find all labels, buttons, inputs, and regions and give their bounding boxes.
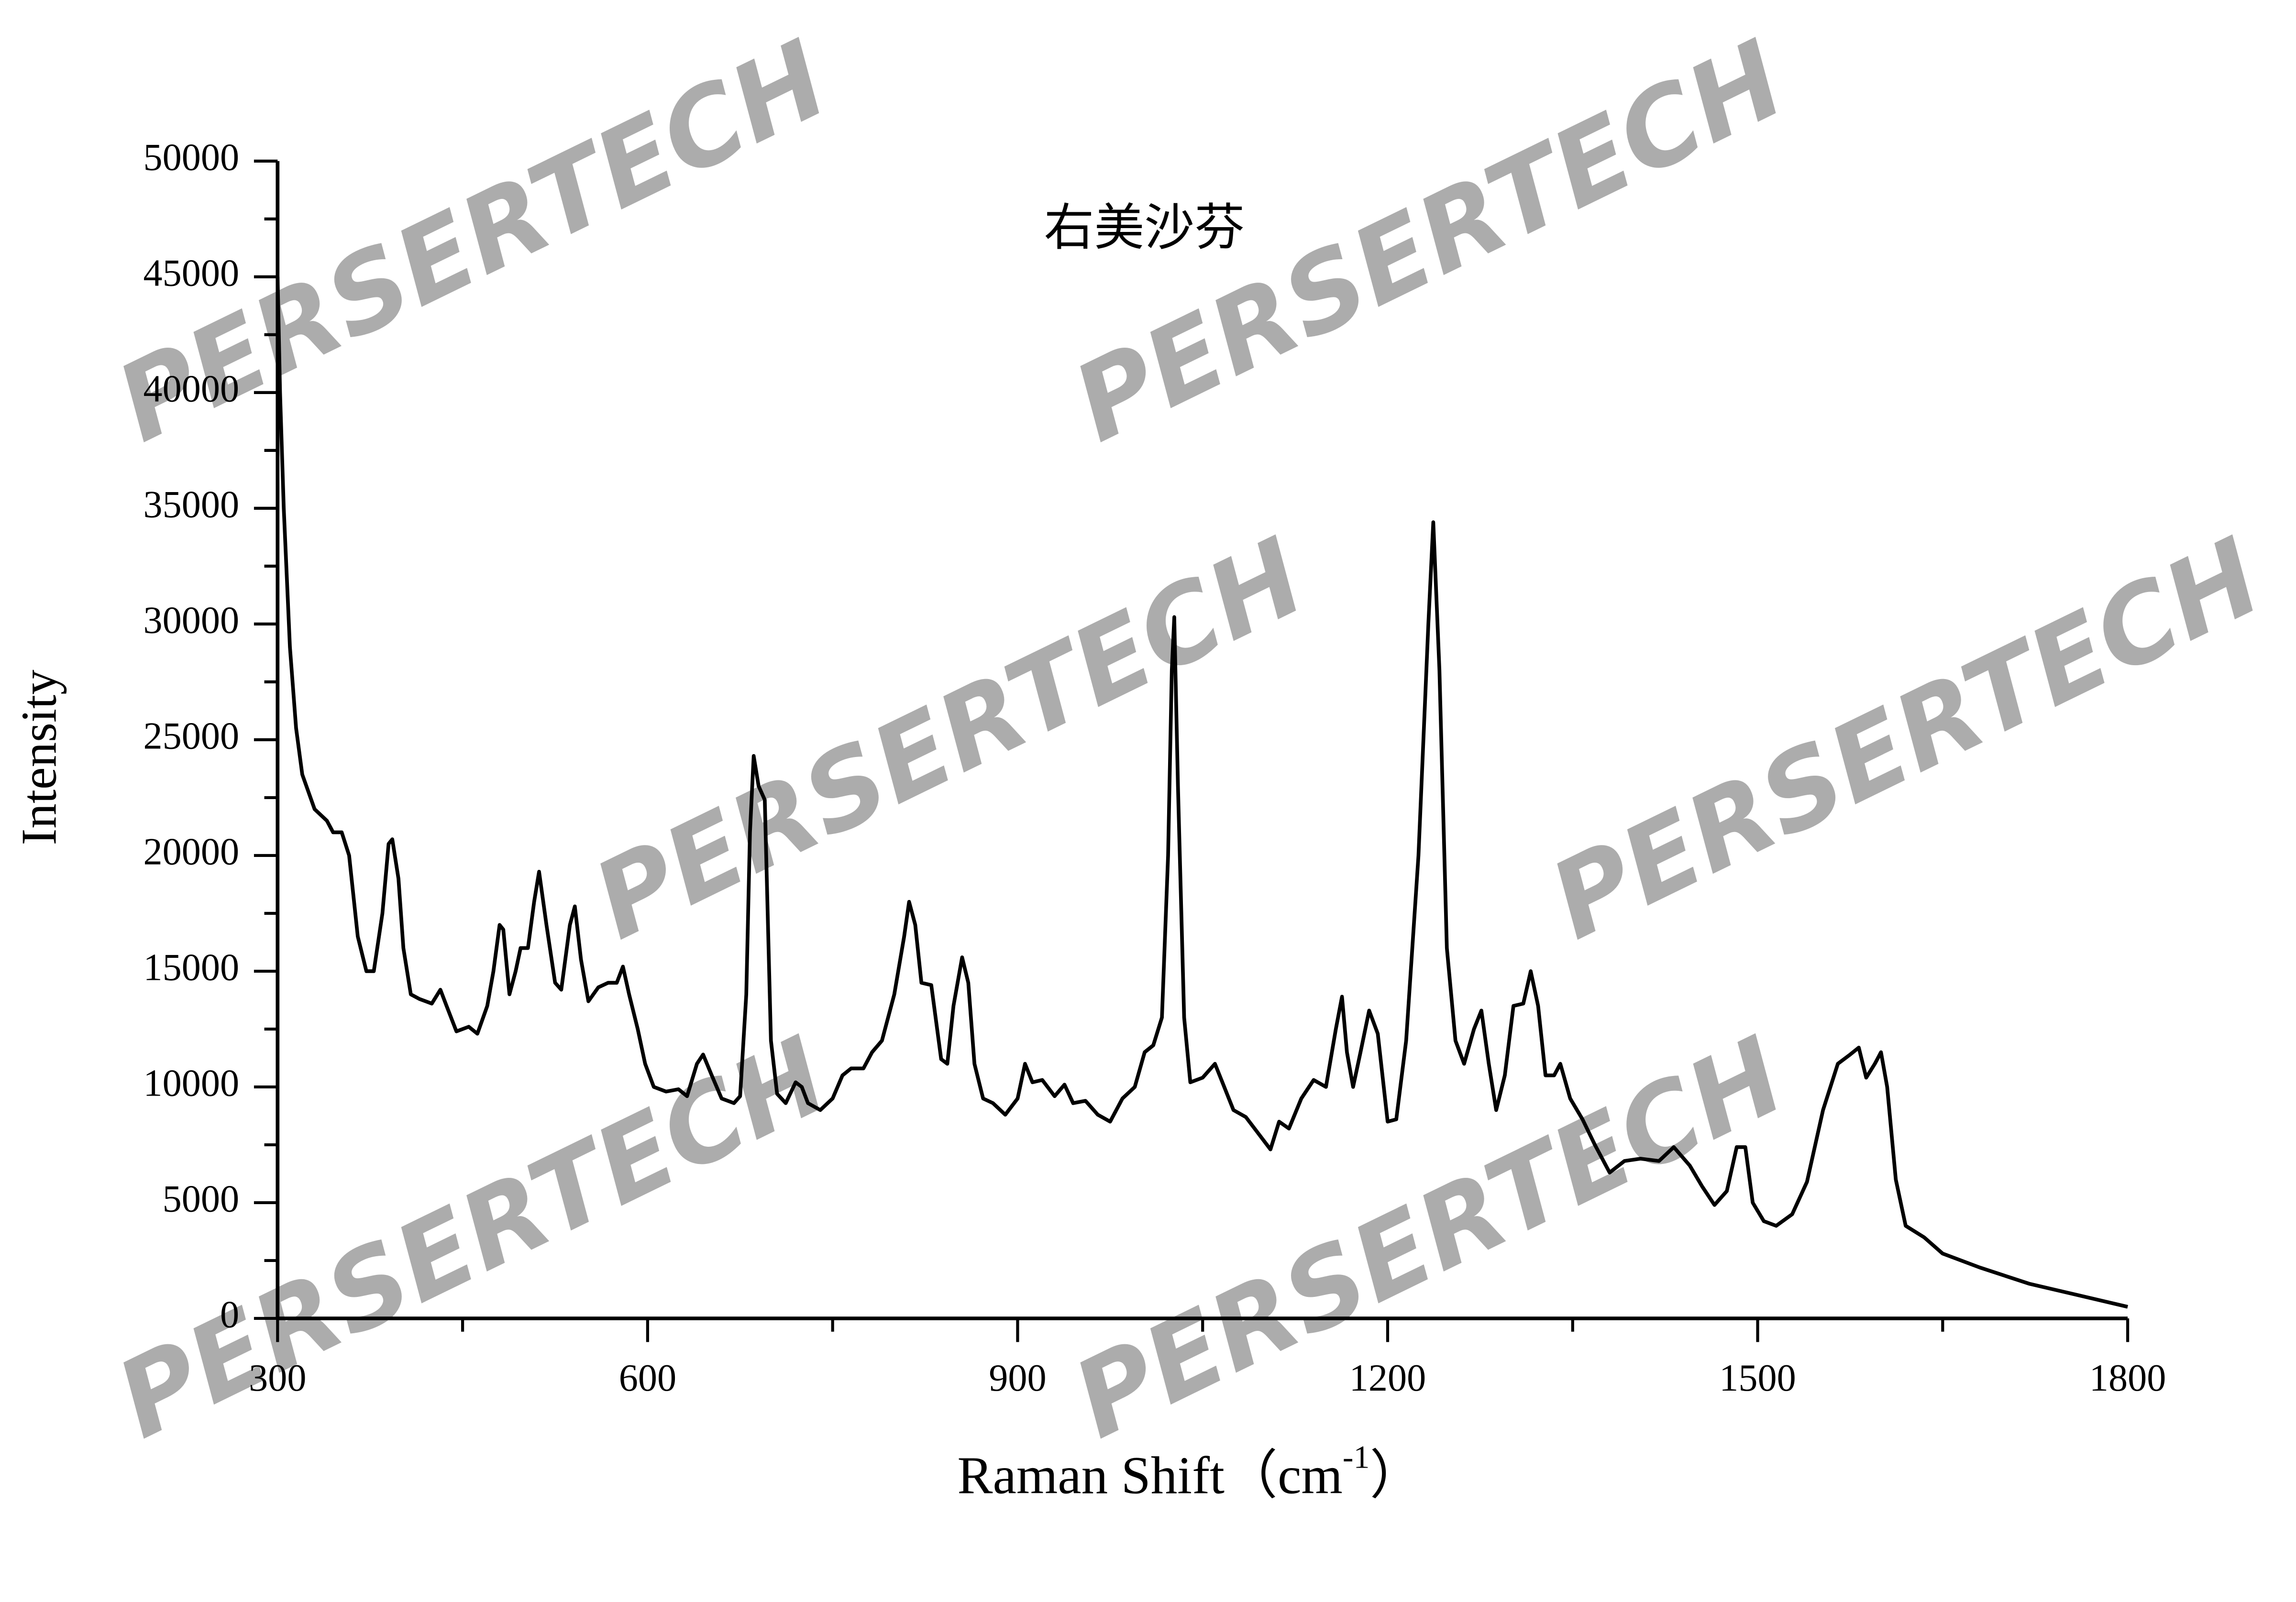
x-tick-label: 1200 xyxy=(1349,1357,1426,1399)
spectrum-line xyxy=(276,276,2128,1309)
x-axis-label-sup: -1 xyxy=(1343,1438,1370,1475)
y-tick-label: 15000 xyxy=(143,946,239,988)
y-axis-label: Intensity xyxy=(11,669,67,845)
y-tick-label: 20000 xyxy=(143,830,239,873)
x-tick-label: 600 xyxy=(619,1357,676,1399)
y-tick-label: 35000 xyxy=(143,483,239,526)
y-tick-label: 30000 xyxy=(143,599,239,641)
chart-title: 右美沙芬 xyxy=(1044,200,1245,256)
y-tick-label: 40000 xyxy=(143,367,239,410)
x-axis-label-close: ） xyxy=(1369,1446,1423,1505)
x-tick-label: 300 xyxy=(249,1357,306,1399)
x-tick-label: 900 xyxy=(989,1357,1046,1399)
y-tick-label: 0 xyxy=(220,1293,239,1336)
x-tick-label: 1800 xyxy=(2089,1357,2166,1399)
y-tick-label: 50000 xyxy=(143,136,239,178)
x-axis-label-text: Raman Shift（cm xyxy=(957,1446,1342,1505)
x-tick-label: 1500 xyxy=(1719,1357,1796,1399)
y-tick-label: 10000 xyxy=(143,1062,239,1104)
y-tick-label: 5000 xyxy=(163,1177,240,1220)
y-tick-label: 25000 xyxy=(143,714,239,757)
x-axis-label: Raman Shift（cm-1） xyxy=(957,1438,1423,1505)
y-tick-label: 45000 xyxy=(143,252,239,294)
